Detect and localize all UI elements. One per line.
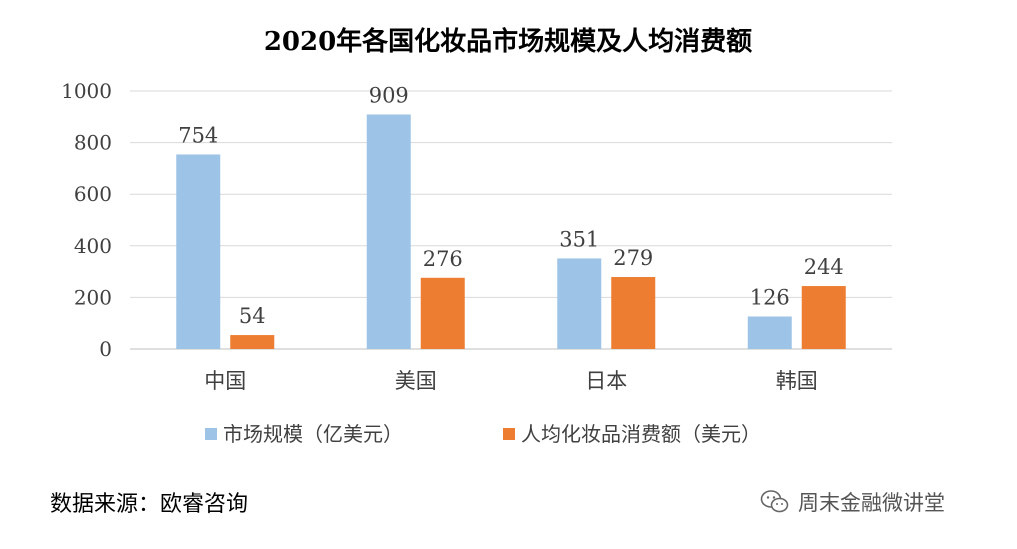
data-label: 754: [178, 123, 218, 147]
x-axis-ticks: 中国 美国 日本 韩国: [204, 369, 818, 393]
bar-per-capita-2: [611, 277, 656, 349]
bars: [176, 114, 846, 349]
legend-label: 市场规模（亿美元）: [223, 422, 403, 446]
x-tick-label: 韩国: [776, 369, 818, 393]
y-tick-label: 800: [74, 131, 112, 155]
data-label: 54: [239, 304, 266, 328]
data-label: 909: [369, 83, 409, 107]
source-note: 数据来源：欧睿咨询: [50, 492, 249, 517]
y-tick-label: 400: [74, 234, 112, 258]
y-tick-label: 600: [74, 182, 112, 206]
data-labels: 754 54 909 276 351 279 126 244: [178, 83, 844, 328]
bar-per-capita-1: [420, 277, 465, 349]
legend: 市场规模（亿美元） 人均化妆品消费额（美元）: [205, 422, 761, 446]
y-tick-label: 0: [99, 337, 112, 361]
bar-market-size-3: [747, 316, 792, 349]
bar-market-size-1: [366, 114, 411, 349]
x-tick-label: 美国: [395, 369, 437, 393]
data-label: 279: [613, 246, 653, 270]
y-tick-label: 200: [74, 285, 112, 309]
data-label: 351: [559, 227, 599, 251]
chart: 2020年各国化妆品市场规模及人均消费额 0 200 400 600 800 1000 7…: [61, 26, 892, 446]
y-axis-ticks: 0 200 400 600 800 1000: [61, 79, 112, 361]
x-tick-label: 中国: [204, 369, 246, 393]
watermark: 周末金融微讲堂: [760, 487, 945, 517]
bar-market-size-2: [557, 258, 602, 349]
legend-label: 人均化妆品消费额（美元）: [521, 422, 761, 446]
watermark-text: 周末金融微讲堂: [798, 491, 945, 515]
bar-market-size-0: [176, 154, 221, 349]
y-tick-label: 1000: [61, 79, 112, 103]
bar-per-capita-3: [801, 286, 846, 349]
data-label: 276: [423, 247, 463, 271]
data-label: 244: [804, 255, 844, 279]
wechat-icon: [760, 490, 789, 513]
bar-per-capita-0: [230, 335, 275, 349]
chart-title: 2020年各国化妆品市场规模及人均消费额: [264, 26, 752, 57]
data-label: 126: [750, 285, 790, 309]
legend-swatch: [205, 428, 217, 440]
legend-swatch: [503, 428, 515, 440]
x-tick-label: 日本: [585, 369, 627, 393]
